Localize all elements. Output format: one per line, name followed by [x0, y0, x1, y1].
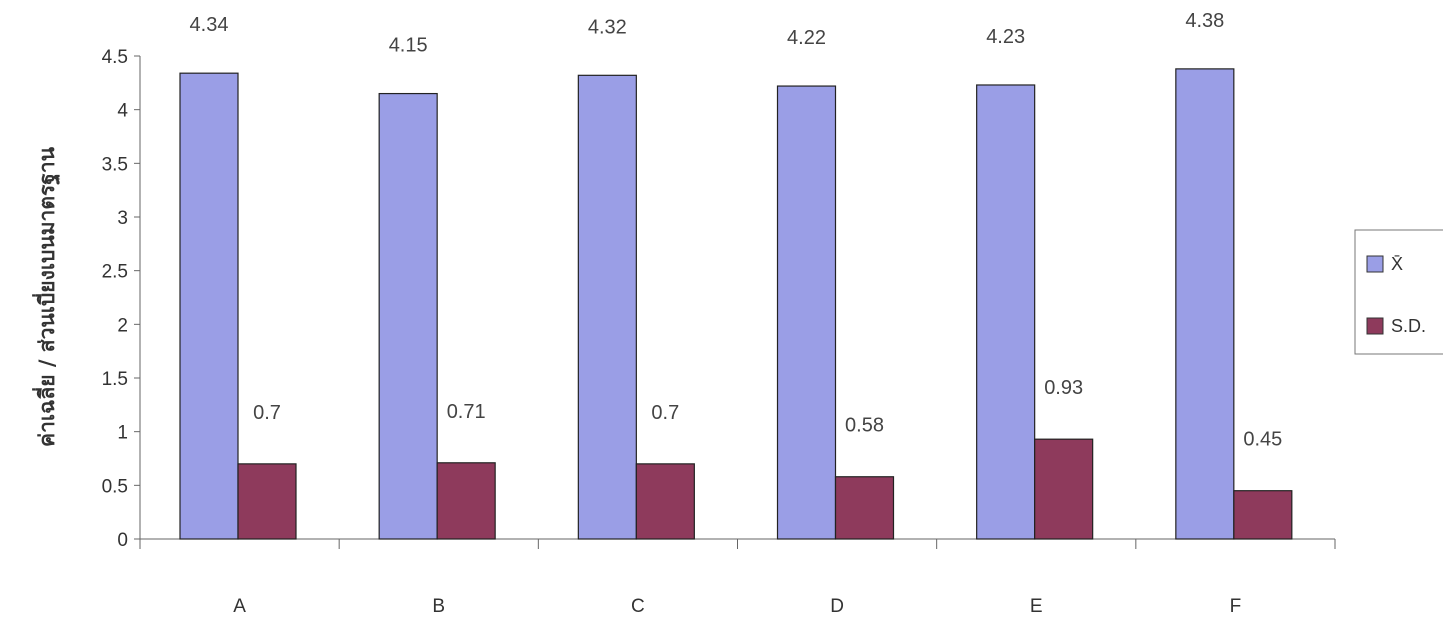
data-label-sd-d: 0.58 — [845, 415, 884, 437]
x-tick-label: A — [233, 596, 246, 617]
bar-sd-a — [237, 463, 297, 540]
legend-label-sd: S.D. — [1391, 316, 1426, 336]
y-tick-label: 4 — [117, 101, 128, 122]
bar-sd-b — [436, 462, 496, 540]
bar-mean-f — [1175, 68, 1235, 540]
bar-mean-d — [776, 85, 837, 540]
legend-swatch-sd — [1366, 317, 1384, 335]
y-axis: 0 0.5 1 1.5 2 2.5 3 3.5 4 4.5 — [102, 47, 141, 551]
bar-sd-e — [1034, 438, 1094, 540]
y-tick-label: 0.5 — [102, 476, 128, 497]
data-label-mean-e: 4.23 — [986, 26, 1025, 48]
data-label-mean-a: 4.34 — [190, 14, 229, 36]
data-labels-group: 4.34 4.15 4.32 4.22 4.23 4.38 0.7 0.71 0.7 0.58 0.… — [190, 10, 1283, 451]
data-label-sd-a: 0.7 — [253, 402, 281, 424]
data-label-mean-c: 4.32 — [588, 16, 627, 38]
bar-mean-c — [577, 74, 637, 540]
bar-sd-c — [635, 463, 695, 540]
bar-mean-b — [378, 92, 438, 540]
x-tick-label: E — [1030, 596, 1043, 617]
data-label-sd-b: 0.71 — [447, 401, 486, 423]
data-label-sd-f: 0.45 — [1243, 429, 1282, 451]
bar-sd-d — [834, 476, 895, 540]
x-tick-label: F — [1230, 596, 1242, 617]
data-label-mean-d: 4.22 — [787, 27, 826, 49]
x-tick-label: D — [830, 596, 844, 617]
data-label-sd-c: 0.7 — [651, 402, 679, 424]
legend-swatch-mean — [1366, 255, 1384, 273]
data-label-mean-b: 4.15 — [389, 35, 428, 57]
y-axis-label: ค่าเฉลี่ย / ส่วนเบี่ยงเบนมาตรฐาน — [31, 146, 61, 447]
bar-sd-f — [1233, 490, 1293, 540]
legend: X̄ S.D. — [1354, 229, 1443, 355]
y-tick-label: 2 — [117, 315, 128, 336]
data-label-sd-e: 0.93 — [1044, 377, 1083, 399]
y-tick-label: 4.5 — [102, 47, 128, 68]
y-tick-label: 2.5 — [102, 262, 128, 283]
y-tick-label: 3 — [117, 208, 128, 229]
bar-mean-a — [179, 72, 239, 540]
x-tick-label: B — [432, 596, 445, 617]
legend-label-mean: X̄ — [1391, 254, 1403, 274]
bars-group — [179, 68, 1293, 540]
x-tick-label: C — [631, 596, 645, 617]
y-tick-label: 1 — [117, 423, 128, 444]
x-axis: A B C D E F — [139, 538, 1336, 617]
y-tick-label: 3.5 — [102, 154, 128, 175]
data-label-mean-f: 4.38 — [1185, 10, 1224, 32]
y-tick-label: 1.5 — [102, 369, 128, 390]
bar-mean-e — [976, 84, 1036, 540]
y-tick-label: 0 — [117, 530, 128, 551]
